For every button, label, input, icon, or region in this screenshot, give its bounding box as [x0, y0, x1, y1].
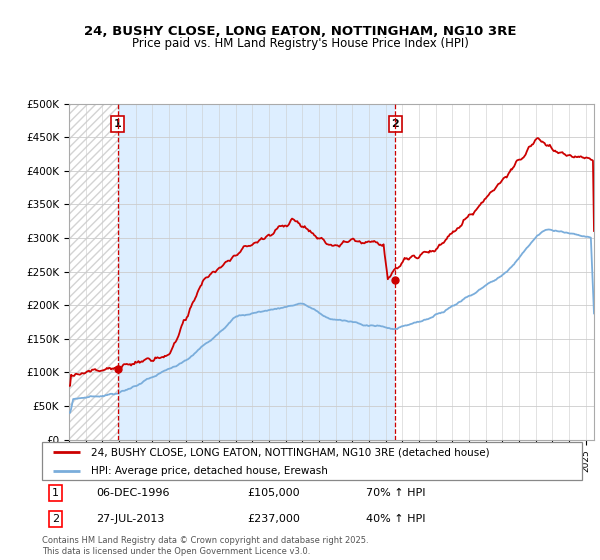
Text: 24, BUSHY CLOSE, LONG EATON, NOTTINGHAM, NG10 3RE: 24, BUSHY CLOSE, LONG EATON, NOTTINGHAM,… [84, 25, 516, 39]
Text: 1: 1 [114, 119, 122, 129]
Text: 1: 1 [52, 488, 59, 498]
Text: Contains HM Land Registry data © Crown copyright and database right 2025.
This d: Contains HM Land Registry data © Crown c… [42, 536, 368, 556]
Text: 70% ↑ HPI: 70% ↑ HPI [366, 488, 425, 498]
Text: HPI: Average price, detached house, Erewash: HPI: Average price, detached house, Erew… [91, 466, 328, 476]
Text: 2: 2 [52, 514, 59, 524]
Text: £105,000: £105,000 [247, 488, 300, 498]
Text: £237,000: £237,000 [247, 514, 300, 524]
Text: Price paid vs. HM Land Registry's House Price Index (HPI): Price paid vs. HM Land Registry's House … [131, 37, 469, 50]
Text: 2: 2 [391, 119, 399, 129]
Text: 06-DEC-1996: 06-DEC-1996 [96, 488, 170, 498]
Text: 24, BUSHY CLOSE, LONG EATON, NOTTINGHAM, NG10 3RE (detached house): 24, BUSHY CLOSE, LONG EATON, NOTTINGHAM,… [91, 447, 489, 457]
Text: 27-JUL-2013: 27-JUL-2013 [96, 514, 164, 524]
Bar [118, 104, 395, 440]
Text: 40% ↑ HPI: 40% ↑ HPI [366, 514, 425, 524]
Bar [69, 104, 118, 440]
